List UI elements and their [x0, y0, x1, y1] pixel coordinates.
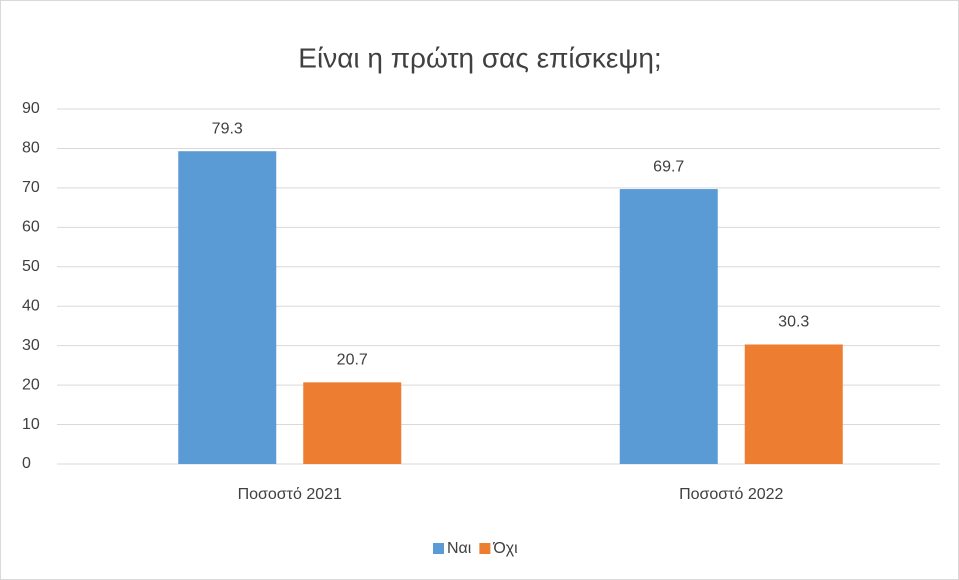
legend-swatch: [479, 543, 491, 554]
data-label: 30.3: [778, 314, 809, 331]
x-tick-label: Ποσοστό 2022: [679, 486, 783, 503]
data-label: 79.3: [212, 120, 243, 137]
bar: [619, 189, 718, 465]
y-tick-label: 90: [22, 100, 40, 117]
bar: [744, 344, 843, 464]
y-tick-label: 0: [22, 455, 31, 472]
legend-label: Ναι: [447, 540, 472, 557]
y-tick-label: 20: [22, 376, 40, 393]
chart-title: Είναι η πρώτη σας επίσκεψη;: [298, 42, 661, 73]
y-tick-label: 40: [22, 297, 40, 314]
y-tick-label: 30: [22, 337, 40, 354]
y-tick-label: 60: [22, 219, 40, 236]
bar: [178, 151, 277, 464]
legend-label: Όχι: [492, 540, 518, 557]
data-label: 69.7: [653, 158, 684, 175]
data-label: 20.7: [337, 352, 368, 369]
y-tick-label: 80: [22, 140, 40, 157]
legend-swatch: [433, 543, 444, 554]
y-tick-label: 70: [22, 179, 40, 196]
y-tick-label: 50: [22, 258, 40, 275]
y-tick-label: 10: [22, 416, 40, 433]
bar: [303, 382, 402, 464]
x-tick-label: Ποσοστό 2021: [238, 486, 342, 503]
